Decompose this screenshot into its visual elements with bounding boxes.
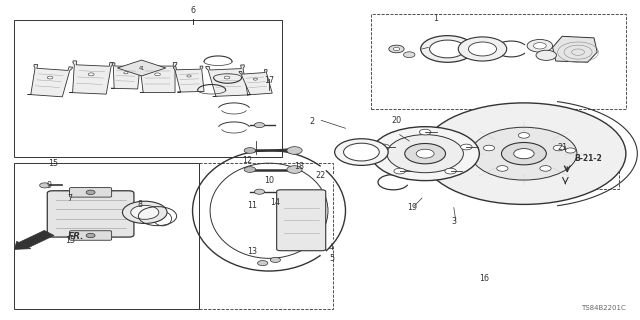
Polygon shape bbox=[111, 63, 141, 89]
Circle shape bbox=[527, 39, 552, 52]
Circle shape bbox=[536, 50, 556, 60]
Circle shape bbox=[287, 147, 302, 154]
Text: 1: 1 bbox=[433, 14, 438, 23]
Circle shape bbox=[224, 76, 230, 79]
Polygon shape bbox=[173, 66, 204, 92]
Circle shape bbox=[461, 144, 472, 150]
Text: 9: 9 bbox=[47, 181, 52, 190]
Polygon shape bbox=[117, 60, 166, 76]
Circle shape bbox=[468, 42, 497, 56]
Circle shape bbox=[40, 183, 50, 188]
Text: 6: 6 bbox=[190, 6, 195, 15]
Circle shape bbox=[187, 75, 191, 77]
Text: 16: 16 bbox=[479, 275, 490, 284]
Circle shape bbox=[518, 132, 529, 138]
Text: 3: 3 bbox=[451, 217, 456, 226]
Circle shape bbox=[122, 201, 167, 223]
Circle shape bbox=[389, 45, 404, 53]
FancyBboxPatch shape bbox=[47, 191, 134, 237]
Circle shape bbox=[47, 76, 53, 79]
Text: 12: 12 bbox=[242, 156, 252, 164]
Circle shape bbox=[124, 72, 128, 74]
Circle shape bbox=[502, 142, 547, 165]
Polygon shape bbox=[206, 65, 248, 96]
Circle shape bbox=[88, 73, 94, 76]
Circle shape bbox=[420, 36, 474, 62]
FancyBboxPatch shape bbox=[70, 188, 111, 197]
Text: 18: 18 bbox=[294, 162, 305, 171]
Circle shape bbox=[483, 145, 495, 151]
Circle shape bbox=[378, 144, 390, 150]
Polygon shape bbox=[561, 145, 580, 156]
Circle shape bbox=[565, 148, 575, 153]
Circle shape bbox=[86, 233, 95, 238]
Polygon shape bbox=[28, 64, 72, 97]
Circle shape bbox=[335, 139, 388, 165]
Circle shape bbox=[404, 143, 445, 164]
FancyArrow shape bbox=[15, 230, 54, 249]
Circle shape bbox=[131, 205, 159, 219]
Circle shape bbox=[254, 123, 264, 128]
Circle shape bbox=[416, 149, 434, 158]
Circle shape bbox=[244, 167, 255, 172]
Text: 10: 10 bbox=[264, 176, 274, 185]
Text: 2: 2 bbox=[310, 117, 315, 126]
Circle shape bbox=[553, 145, 564, 151]
Circle shape bbox=[471, 127, 577, 180]
FancyBboxPatch shape bbox=[70, 231, 111, 240]
Circle shape bbox=[422, 103, 626, 204]
Circle shape bbox=[344, 143, 380, 161]
Polygon shape bbox=[239, 69, 272, 95]
Text: 4: 4 bbox=[329, 243, 334, 252]
Circle shape bbox=[387, 135, 463, 173]
Text: 17: 17 bbox=[264, 76, 274, 85]
Text: 22: 22 bbox=[315, 172, 325, 180]
Text: 5: 5 bbox=[329, 254, 334, 263]
Polygon shape bbox=[552, 36, 597, 62]
Text: 21: 21 bbox=[557, 143, 567, 152]
Circle shape bbox=[419, 129, 431, 135]
Circle shape bbox=[257, 260, 268, 266]
Circle shape bbox=[497, 166, 508, 171]
Circle shape bbox=[270, 257, 280, 262]
Text: 19: 19 bbox=[407, 203, 417, 212]
FancyBboxPatch shape bbox=[276, 190, 326, 251]
Circle shape bbox=[254, 189, 264, 194]
Text: 11: 11 bbox=[247, 202, 257, 211]
Text: 20: 20 bbox=[392, 116, 401, 125]
Text: TS84B2201C: TS84B2201C bbox=[581, 305, 626, 311]
Circle shape bbox=[514, 148, 534, 159]
Circle shape bbox=[540, 166, 551, 171]
Circle shape bbox=[394, 47, 399, 51]
Circle shape bbox=[445, 168, 456, 174]
Polygon shape bbox=[138, 62, 177, 92]
Text: 15: 15 bbox=[49, 159, 59, 168]
Text: 13: 13 bbox=[247, 247, 257, 257]
Circle shape bbox=[86, 190, 95, 195]
Circle shape bbox=[155, 73, 160, 76]
Circle shape bbox=[458, 37, 507, 61]
Text: 41: 41 bbox=[138, 66, 145, 70]
Text: 8: 8 bbox=[138, 200, 143, 209]
Text: FR.: FR. bbox=[68, 232, 84, 241]
Text: B-21-2: B-21-2 bbox=[574, 154, 602, 163]
Text: 15: 15 bbox=[65, 236, 76, 245]
Circle shape bbox=[429, 40, 465, 58]
Circle shape bbox=[253, 78, 257, 80]
Circle shape bbox=[244, 148, 255, 153]
Polygon shape bbox=[69, 61, 114, 94]
Circle shape bbox=[403, 52, 415, 58]
Circle shape bbox=[534, 43, 546, 49]
Circle shape bbox=[394, 168, 405, 174]
Circle shape bbox=[287, 166, 302, 173]
Circle shape bbox=[371, 127, 479, 180]
Text: 7: 7 bbox=[68, 194, 73, 203]
Text: 14: 14 bbox=[270, 198, 280, 207]
